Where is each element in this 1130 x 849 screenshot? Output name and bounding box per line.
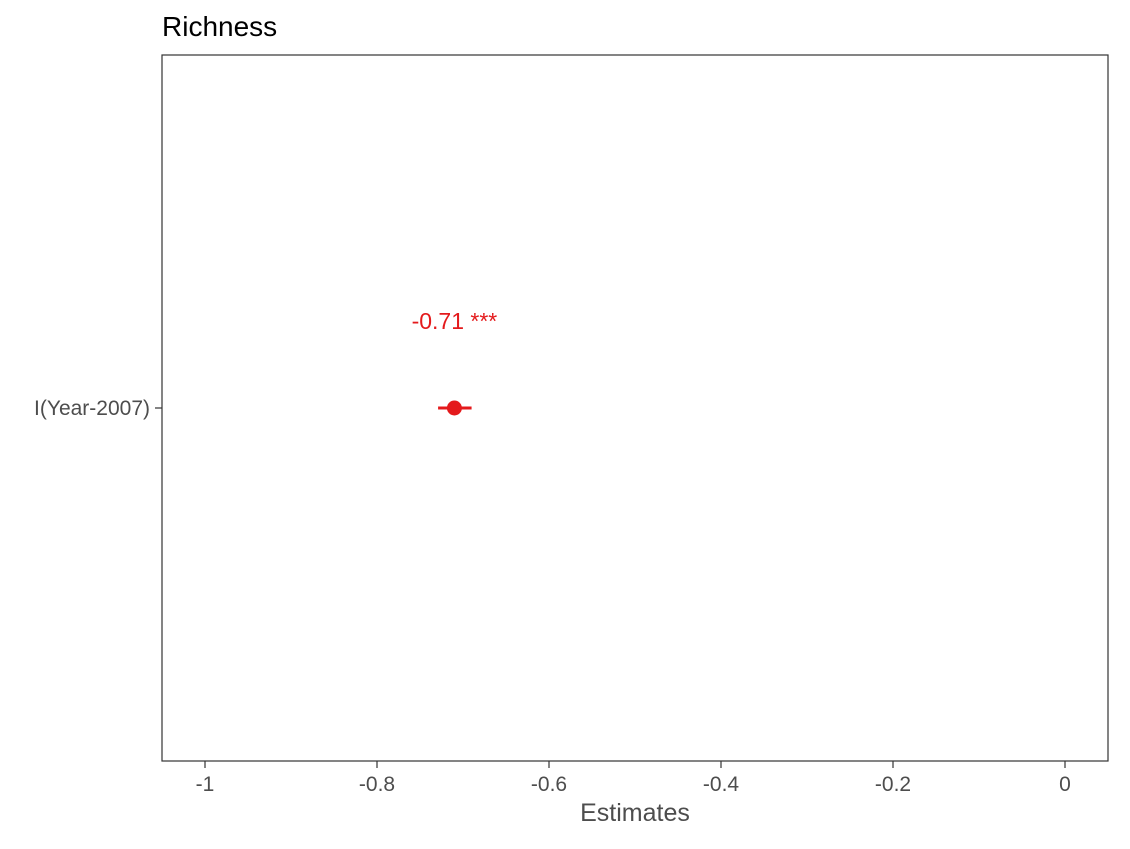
x-tick-label: 0 <box>1059 773 1071 796</box>
x-tick-label: -0.8 <box>359 773 395 796</box>
x-tick-label: -1 <box>196 773 215 796</box>
x-tick-label: -0.2 <box>875 773 911 796</box>
x-tick-label: -0.4 <box>703 773 740 796</box>
x-axis-title: Estimates <box>580 799 690 827</box>
x-tick-label: -0.6 <box>531 773 567 796</box>
chart-title: Richness <box>162 11 277 42</box>
y-tick-label: I(Year-2007) <box>34 397 150 420</box>
estimate-label: -0.71 *** <box>412 308 498 334</box>
estimate-point <box>446 400 462 416</box>
data-marks: -0.71 *** <box>412 308 498 416</box>
y-axis: I(Year-2007) <box>34 397 162 420</box>
plot-panel <box>161 54 1109 762</box>
x-axis: -1 -0.8 -0.6 -0.4 -0.2 0 <box>196 761 1071 796</box>
